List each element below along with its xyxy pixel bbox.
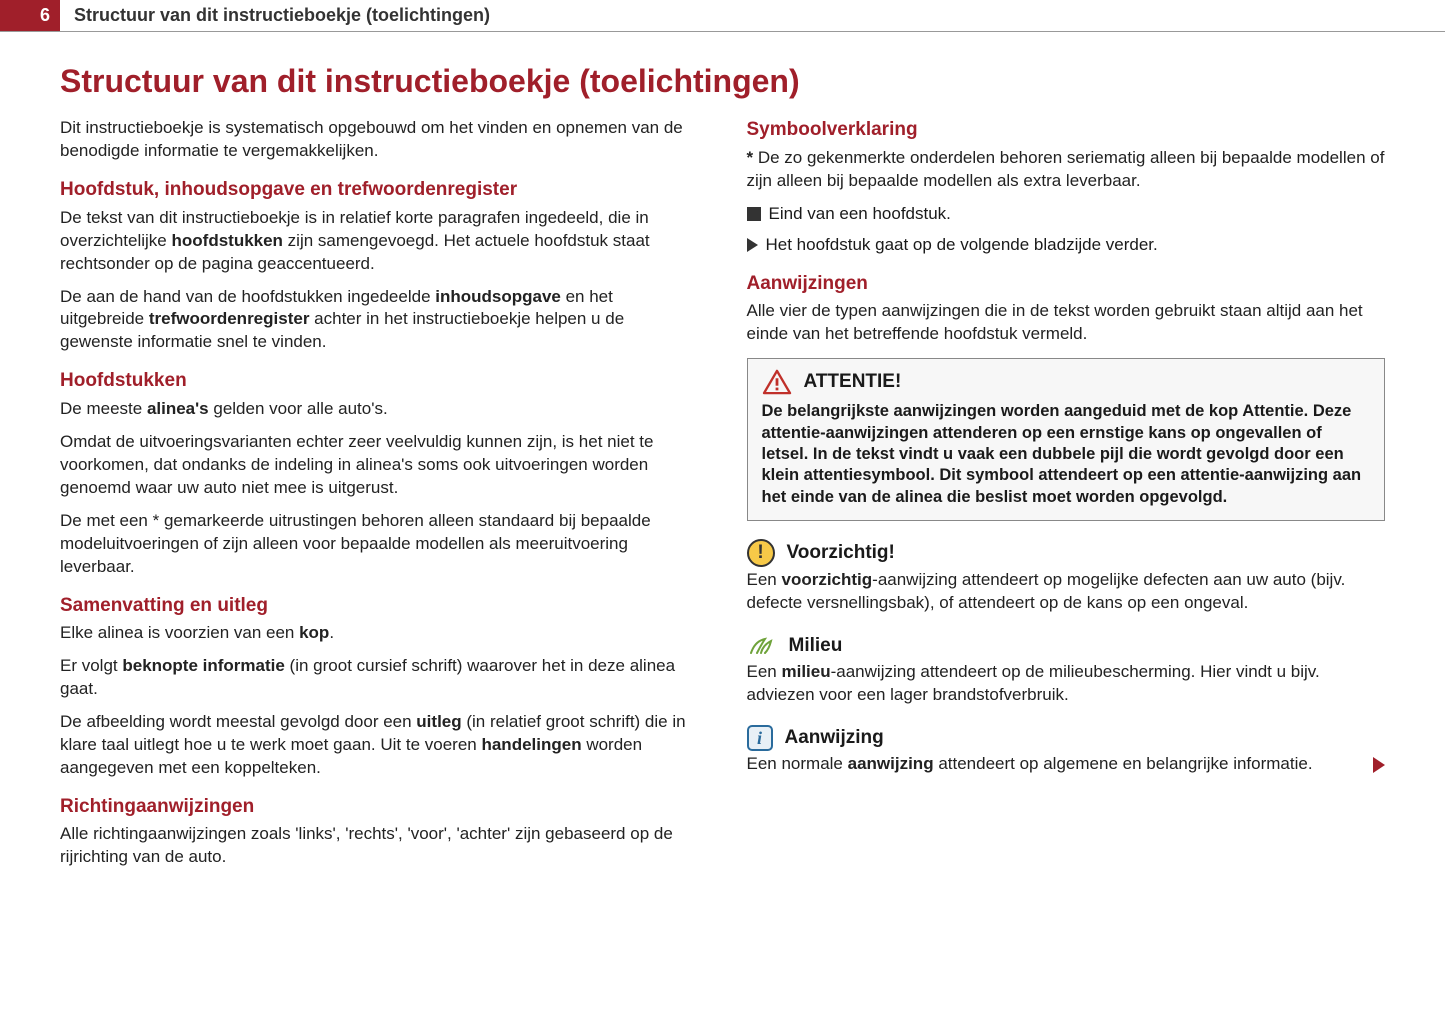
symbol-definition: Eind van een hoofdstuk.	[747, 203, 1386, 226]
caution-icon: !	[747, 539, 775, 567]
note-block: i Aanwijzing Een normale aanwijzing atte…	[747, 725, 1386, 776]
section-heading: Samenvatting en uitleg	[60, 593, 699, 619]
page-header: 6 Structuur van dit instructieboekje (to…	[0, 0, 1445, 32]
content-columns: Dit instructieboekje is systematisch opg…	[0, 117, 1445, 879]
header-title: Structuur van dit instructieboekje (toel…	[60, 0, 490, 31]
body-paragraph: Elke alinea is voorzien van een kop.	[60, 622, 699, 645]
section-heading: Hoofdstuk, inhoudsopgave en trefwoordenr…	[60, 177, 699, 203]
environment-icon	[747, 633, 777, 659]
intro-paragraph: Dit instructieboekje is systematisch opg…	[60, 117, 699, 163]
body-paragraph: De met een * gemarkeerde uitrustingen be…	[60, 510, 699, 579]
main-title: Structuur van dit instructieboekje (toel…	[60, 60, 1385, 103]
page-continue-icon	[1373, 757, 1385, 773]
body-paragraph: De afbeelding wordt meestal gevolgd door…	[60, 711, 699, 780]
symbol-text: Het hoofdstuk gaat op de volgende bladzi…	[766, 234, 1158, 257]
end-chapter-icon	[747, 207, 761, 221]
attention-title-row: ATTENTIE!	[762, 369, 1371, 395]
caution-body: Een voorzichtig-aanwijzing attendeert op…	[747, 569, 1386, 615]
page-number: 6	[0, 0, 60, 31]
info-icon: i	[747, 725, 773, 751]
attention-box: ATTENTIE! De belangrijkste aanwijzingen …	[747, 358, 1386, 521]
section-heading: Richtingaanwijzingen	[60, 794, 699, 820]
caution-block: ! Voorzichtig! Een voorzichtig-aanwijzin…	[747, 539, 1386, 615]
body-paragraph: Er volgt beknopte informatie (in groot c…	[60, 655, 699, 701]
body-paragraph: De aan de hand van de hoofdstukken inged…	[60, 286, 699, 355]
symbol-definition: Het hoofdstuk gaat op de volgende bladzi…	[747, 234, 1386, 257]
section-heading: Aanwijzingen	[747, 271, 1386, 297]
continue-icon	[747, 238, 758, 252]
left-column: Dit instructieboekje is systematisch opg…	[60, 117, 699, 879]
warning-triangle-icon	[762, 369, 792, 395]
body-paragraph: Omdat de uitvoeringsvarianten echter zee…	[60, 431, 699, 500]
body-paragraph: Alle vier de typen aanwijzingen die in d…	[747, 300, 1386, 346]
attention-body: De belangrijkste aanwijzingen worden aan…	[762, 401, 1371, 508]
caution-title: Voorzichtig!	[787, 540, 895, 566]
symbol-text: Eind van een hoofdstuk.	[769, 203, 951, 226]
environment-title: Milieu	[789, 633, 843, 659]
body-paragraph: De meeste alinea's gelden voor alle auto…	[60, 398, 699, 421]
body-paragraph: De tekst van dit instructieboekje is in …	[60, 207, 699, 276]
right-column: Symboolverklaring * De zo gekenmerkte on…	[747, 117, 1386, 879]
section-heading: Symboolverklaring	[747, 117, 1386, 143]
section-heading: Hoofdstukken	[60, 368, 699, 394]
environment-body: Een milieu-aanwijzing attendeert op de m…	[747, 661, 1386, 707]
environment-block: Milieu Een milieu-aanwijzing attendeert …	[747, 633, 1386, 707]
body-paragraph: Alle richtingaanwijzingen zoals 'links',…	[60, 823, 699, 869]
note-title: Aanwijzing	[785, 725, 884, 751]
attention-title: ATTENTIE!	[804, 369, 902, 395]
note-body: Een normale aanwijzing attendeert op alg…	[747, 753, 1386, 776]
body-paragraph: * De zo gekenmerkte onderdelen behoren s…	[747, 147, 1386, 193]
